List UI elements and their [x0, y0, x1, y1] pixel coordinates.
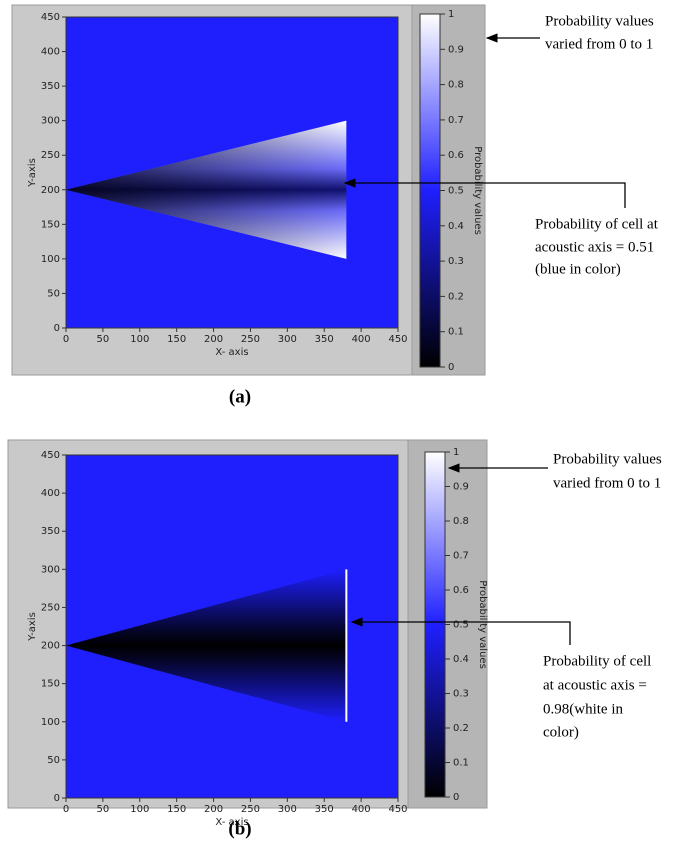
y-tick-label: 150 — [41, 679, 60, 690]
annotation: Probability of cell — [543, 653, 651, 669]
x-tick-label: 200 — [204, 334, 223, 345]
y-tick-label: 400 — [41, 488, 60, 499]
x-tick-label: 200 — [204, 804, 223, 815]
colorbar-tick-label: 0.1 — [453, 758, 469, 769]
panel-label: (a) — [229, 386, 251, 407]
colorbar-tick-label: 0.2 — [453, 723, 469, 734]
y-tick-label: 450 — [41, 12, 60, 23]
x-axis-label: X- axis — [215, 347, 248, 358]
y-tick-label: 0 — [54, 323, 60, 334]
annotation: at acoustic axis = — [543, 677, 647, 693]
x-tick-label: 100 — [130, 804, 149, 815]
x-tick-label: 350 — [315, 334, 334, 345]
x-tick-label: 400 — [352, 804, 371, 815]
x-tick-label: 350 — [315, 804, 334, 815]
colorbar — [419, 13, 441, 368]
y-tick-label: 200 — [41, 641, 60, 652]
colorbar-label: Probability values — [477, 580, 488, 669]
annotation: 0.98(white in — [543, 701, 623, 717]
colorbar-tick-label: 0.8 — [453, 516, 469, 527]
y-tick-label: 100 — [41, 254, 60, 265]
y-tick-label: 0 — [54, 793, 60, 804]
x-tick-label: 450 — [388, 334, 407, 345]
colorbar-tick-label: 1 — [448, 9, 454, 20]
x-axis-label: X- axis — [215, 817, 248, 828]
colorbar-tick-label: 0.5 — [453, 620, 469, 631]
x-tick-label: 250 — [241, 804, 260, 815]
y-tick-label: 100 — [41, 717, 60, 728]
y-tick-label: 200 — [41, 185, 60, 196]
panel-label: (b) — [228, 818, 251, 839]
x-tick-label: 450 — [388, 804, 407, 815]
colorbar-tick-label: 0.9 — [453, 482, 469, 493]
colorbar-label: Probability values — [472, 146, 483, 235]
y-tick-label: 450 — [41, 450, 60, 461]
colorbar-tick-label: 0 — [453, 792, 459, 803]
annotation: color) — [543, 724, 579, 740]
probability-cone — [66, 569, 347, 722]
y-tick-label: 50 — [47, 755, 60, 766]
colorbar-tick-label: 0 — [448, 362, 454, 373]
annotation: varied from 0 to 1 — [545, 36, 653, 52]
x-tick-label: 300 — [278, 804, 297, 815]
colorbar — [424, 451, 446, 798]
annotation: Probability values — [553, 451, 662, 467]
colorbar-tick-label: 1 — [453, 447, 459, 458]
annotation: varied from 0 to 1 — [553, 475, 661, 491]
colorbar-tick-label: 0.6 — [448, 150, 464, 161]
annotation: (blue in color) — [535, 261, 621, 277]
colorbar-tick-label: 0.4 — [453, 654, 469, 665]
colorbar-tick-label: 0.2 — [448, 291, 464, 302]
x-tick-label: 50 — [97, 334, 110, 345]
x-tick-label: 400 — [352, 334, 371, 345]
cone-shade — [66, 120, 347, 259]
x-tick-label: 0 — [63, 334, 69, 345]
annotation: Probability values — [545, 13, 654, 29]
y-tick-label: 50 — [47, 288, 60, 299]
colorbar-tick-label: 0.7 — [448, 115, 464, 126]
y-tick-label: 150 — [41, 219, 60, 230]
y-axis-label: Y-axis — [27, 612, 38, 642]
colorbar-tick-label: 0.8 — [448, 80, 464, 91]
annotation: acoustic axis = 0.51 — [535, 239, 654, 255]
colorbar-tick-label: 0.3 — [453, 689, 469, 700]
x-tick-label: 250 — [241, 334, 260, 345]
y-tick-label: 250 — [41, 602, 60, 613]
x-tick-label: 150 — [167, 804, 186, 815]
annotation-arrow — [350, 617, 571, 645]
x-tick-label: 50 — [97, 804, 110, 815]
annotation-arrow — [343, 178, 626, 208]
colorbar-tick-label: 0.7 — [453, 551, 469, 562]
colorbar-tick-label: 0.9 — [448, 44, 464, 55]
y-tick-label: 350 — [41, 526, 60, 537]
x-tick-label: 100 — [130, 334, 149, 345]
x-tick-label: 150 — [167, 334, 186, 345]
y-tick-label: 400 — [41, 47, 60, 58]
x-tick-label: 300 — [278, 334, 297, 345]
y-tick-label: 300 — [41, 116, 60, 127]
colorbar-tick-label: 0.6 — [453, 585, 469, 596]
x-tick-label: 0 — [63, 804, 69, 815]
y-axis-label: Y-axis — [27, 158, 38, 188]
y-tick-label: 350 — [41, 81, 60, 92]
y-tick-label: 300 — [41, 564, 60, 575]
colorbar-tick-label: 0.1 — [448, 327, 464, 338]
colorbar-tick-label: 0.3 — [448, 256, 464, 267]
colorbar-tick-label: 0.4 — [448, 221, 464, 232]
colorbar-tick-label: 0.5 — [448, 186, 464, 197]
y-tick-label: 250 — [41, 150, 60, 161]
annotation: Probability of cell at — [535, 216, 659, 232]
